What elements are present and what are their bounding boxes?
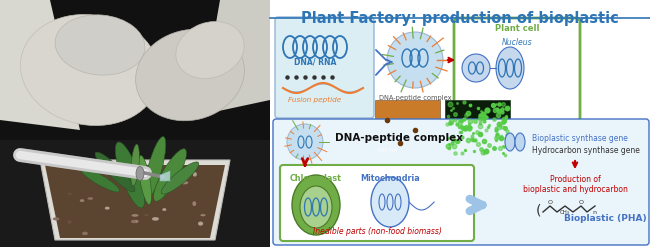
Text: 500 nm: 500 nm bbox=[378, 148, 397, 153]
Bar bbox=[375, 100, 440, 157]
Text: DNA/ RNA: DNA/ RNA bbox=[294, 57, 336, 66]
Ellipse shape bbox=[88, 197, 93, 200]
Text: Hydrocarbon synthase gene: Hydrocarbon synthase gene bbox=[532, 145, 640, 155]
Ellipse shape bbox=[181, 181, 188, 184]
Text: Fusion peptide: Fusion peptide bbox=[289, 97, 342, 103]
Ellipse shape bbox=[142, 184, 148, 189]
Ellipse shape bbox=[161, 188, 164, 191]
Text: DNA-peptide complex: DNA-peptide complex bbox=[379, 95, 451, 101]
Bar bbox=[445, 100, 510, 157]
Ellipse shape bbox=[68, 220, 72, 224]
Text: CH₃: CH₃ bbox=[560, 210, 570, 215]
Ellipse shape bbox=[193, 172, 197, 177]
Ellipse shape bbox=[192, 201, 196, 206]
Ellipse shape bbox=[136, 29, 244, 121]
Text: Production of
bioplastic and hydrocarbon: Production of bioplastic and hydrocarbon bbox=[523, 175, 627, 194]
Text: Bioplastic synthase gene: Bioplastic synthase gene bbox=[532, 133, 628, 143]
Ellipse shape bbox=[82, 232, 88, 235]
Ellipse shape bbox=[80, 199, 84, 202]
Bar bbox=[270, 0, 650, 247]
Ellipse shape bbox=[81, 168, 120, 192]
FancyBboxPatch shape bbox=[454, 18, 580, 121]
Ellipse shape bbox=[105, 207, 110, 210]
Text: Plant cell: Plant cell bbox=[495, 24, 540, 33]
Ellipse shape bbox=[68, 193, 72, 195]
Ellipse shape bbox=[53, 217, 59, 221]
Text: Chloroplast: Chloroplast bbox=[290, 174, 342, 183]
Ellipse shape bbox=[144, 168, 151, 173]
Text: DNA-peptide complex: DNA-peptide complex bbox=[335, 133, 463, 143]
Text: Inedible parts (non-food biomass): Inedible parts (non-food biomass) bbox=[313, 227, 441, 236]
Ellipse shape bbox=[136, 166, 144, 181]
Ellipse shape bbox=[115, 142, 145, 208]
Ellipse shape bbox=[144, 137, 166, 199]
Circle shape bbox=[387, 32, 443, 88]
Ellipse shape bbox=[162, 208, 166, 211]
FancyBboxPatch shape bbox=[273, 119, 649, 245]
Ellipse shape bbox=[131, 220, 136, 223]
Ellipse shape bbox=[131, 214, 138, 217]
Text: O: O bbox=[548, 200, 553, 205]
Ellipse shape bbox=[76, 165, 79, 169]
Ellipse shape bbox=[20, 15, 160, 125]
Ellipse shape bbox=[159, 181, 165, 184]
FancyBboxPatch shape bbox=[275, 17, 374, 118]
Text: Bioplastic (PHA): Bioplastic (PHA) bbox=[564, 213, 646, 223]
Text: Nucleus: Nucleus bbox=[502, 38, 532, 47]
Ellipse shape bbox=[55, 15, 145, 75]
Polygon shape bbox=[200, 0, 270, 115]
Polygon shape bbox=[45, 165, 225, 238]
Ellipse shape bbox=[176, 166, 183, 171]
Ellipse shape bbox=[133, 220, 138, 223]
Ellipse shape bbox=[144, 214, 148, 216]
Ellipse shape bbox=[300, 186, 332, 228]
Bar bbox=[0, 140, 270, 247]
Ellipse shape bbox=[161, 162, 199, 194]
Text: O: O bbox=[579, 200, 584, 205]
Ellipse shape bbox=[292, 175, 340, 235]
Ellipse shape bbox=[99, 166, 107, 170]
Bar bbox=[0, 0, 270, 247]
Ellipse shape bbox=[505, 133, 515, 151]
Polygon shape bbox=[40, 160, 230, 240]
Ellipse shape bbox=[200, 214, 205, 216]
Ellipse shape bbox=[135, 170, 142, 173]
Text: n: n bbox=[592, 210, 596, 215]
Circle shape bbox=[287, 124, 323, 160]
FancyBboxPatch shape bbox=[280, 165, 474, 241]
Ellipse shape bbox=[371, 177, 409, 227]
Ellipse shape bbox=[176, 21, 244, 79]
Ellipse shape bbox=[99, 177, 107, 180]
Text: Plant Factory: production of bioplastic: Plant Factory: production of bioplastic bbox=[301, 11, 619, 26]
Text: $\left(\right.$: $\left(\right.$ bbox=[535, 202, 541, 218]
Ellipse shape bbox=[138, 155, 151, 205]
Ellipse shape bbox=[95, 152, 135, 192]
Ellipse shape bbox=[198, 222, 203, 226]
Polygon shape bbox=[160, 171, 170, 181]
Ellipse shape bbox=[155, 198, 162, 200]
Ellipse shape bbox=[153, 149, 187, 201]
Circle shape bbox=[462, 54, 490, 82]
Ellipse shape bbox=[131, 144, 139, 186]
Ellipse shape bbox=[172, 169, 175, 171]
Ellipse shape bbox=[515, 133, 525, 151]
Ellipse shape bbox=[152, 217, 159, 221]
Ellipse shape bbox=[496, 47, 524, 89]
Text: Mitochondria: Mitochondria bbox=[360, 174, 420, 183]
Ellipse shape bbox=[161, 183, 168, 186]
Polygon shape bbox=[0, 0, 80, 130]
